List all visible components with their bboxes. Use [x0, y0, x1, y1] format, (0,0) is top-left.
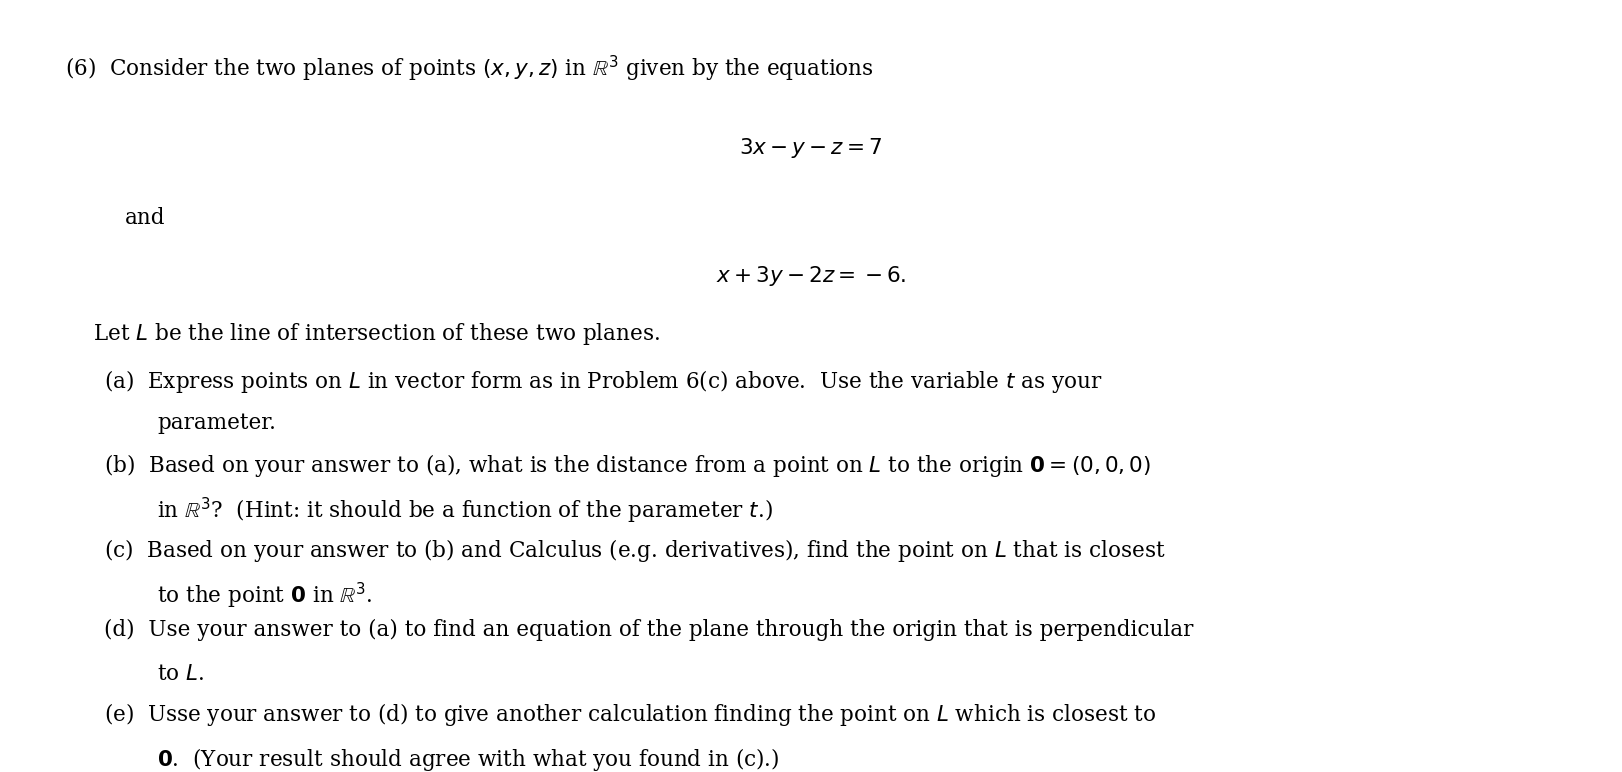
Text: (d)  Use your answer to (a) to find an equation of the plane through the origin : (d) Use your answer to (a) to find an eq… — [104, 618, 1194, 641]
Text: $3x - y - z = 7$: $3x - y - z = 7$ — [740, 136, 882, 160]
Text: Let $L$ be the line of intersection of these two planes.: Let $L$ be the line of intersection of t… — [92, 321, 660, 347]
Text: in $\mathbb{R}^3$?  (Hint: it should be a function of the parameter $t$.): in $\mathbb{R}^3$? (Hint: it should be a… — [157, 496, 774, 527]
Text: (b)  Based on your answer to (a), what is the distance from a point on $L$ to th: (b) Based on your answer to (a), what is… — [104, 452, 1152, 479]
Text: (c)  Based on your answer to (b) and Calculus (e.g. derivatives), find the point: (c) Based on your answer to (b) and Calc… — [104, 537, 1166, 564]
Text: (a)  Express points on $L$ in vector form as in Problem 6(c) above.  Use the var: (a) Express points on $L$ in vector form… — [104, 367, 1103, 394]
Text: to the point $\mathbf{0}$ in $\mathbb{R}^3$.: to the point $\mathbf{0}$ in $\mathbb{R}… — [157, 581, 373, 611]
Text: and: and — [125, 208, 165, 229]
Text: parameter.: parameter. — [157, 412, 276, 434]
Text: $x + 3y - 2z = -6.$: $x + 3y - 2z = -6.$ — [715, 264, 907, 289]
Text: to $L$.: to $L$. — [157, 663, 204, 685]
Text: $\mathbf{0}$.  (Your result should agree with what you found in (c).): $\mathbf{0}$. (Your result should agree … — [157, 746, 780, 772]
Text: (e)  Usse your answer to (d) to give another calculation finding the point on $L: (e) Usse your answer to (d) to give anot… — [104, 702, 1156, 728]
Text: (6)  Consider the two planes of points $(x, y, z)$ in $\mathbb{R}^3$ given by th: (6) Consider the two planes of points $(… — [65, 54, 874, 84]
